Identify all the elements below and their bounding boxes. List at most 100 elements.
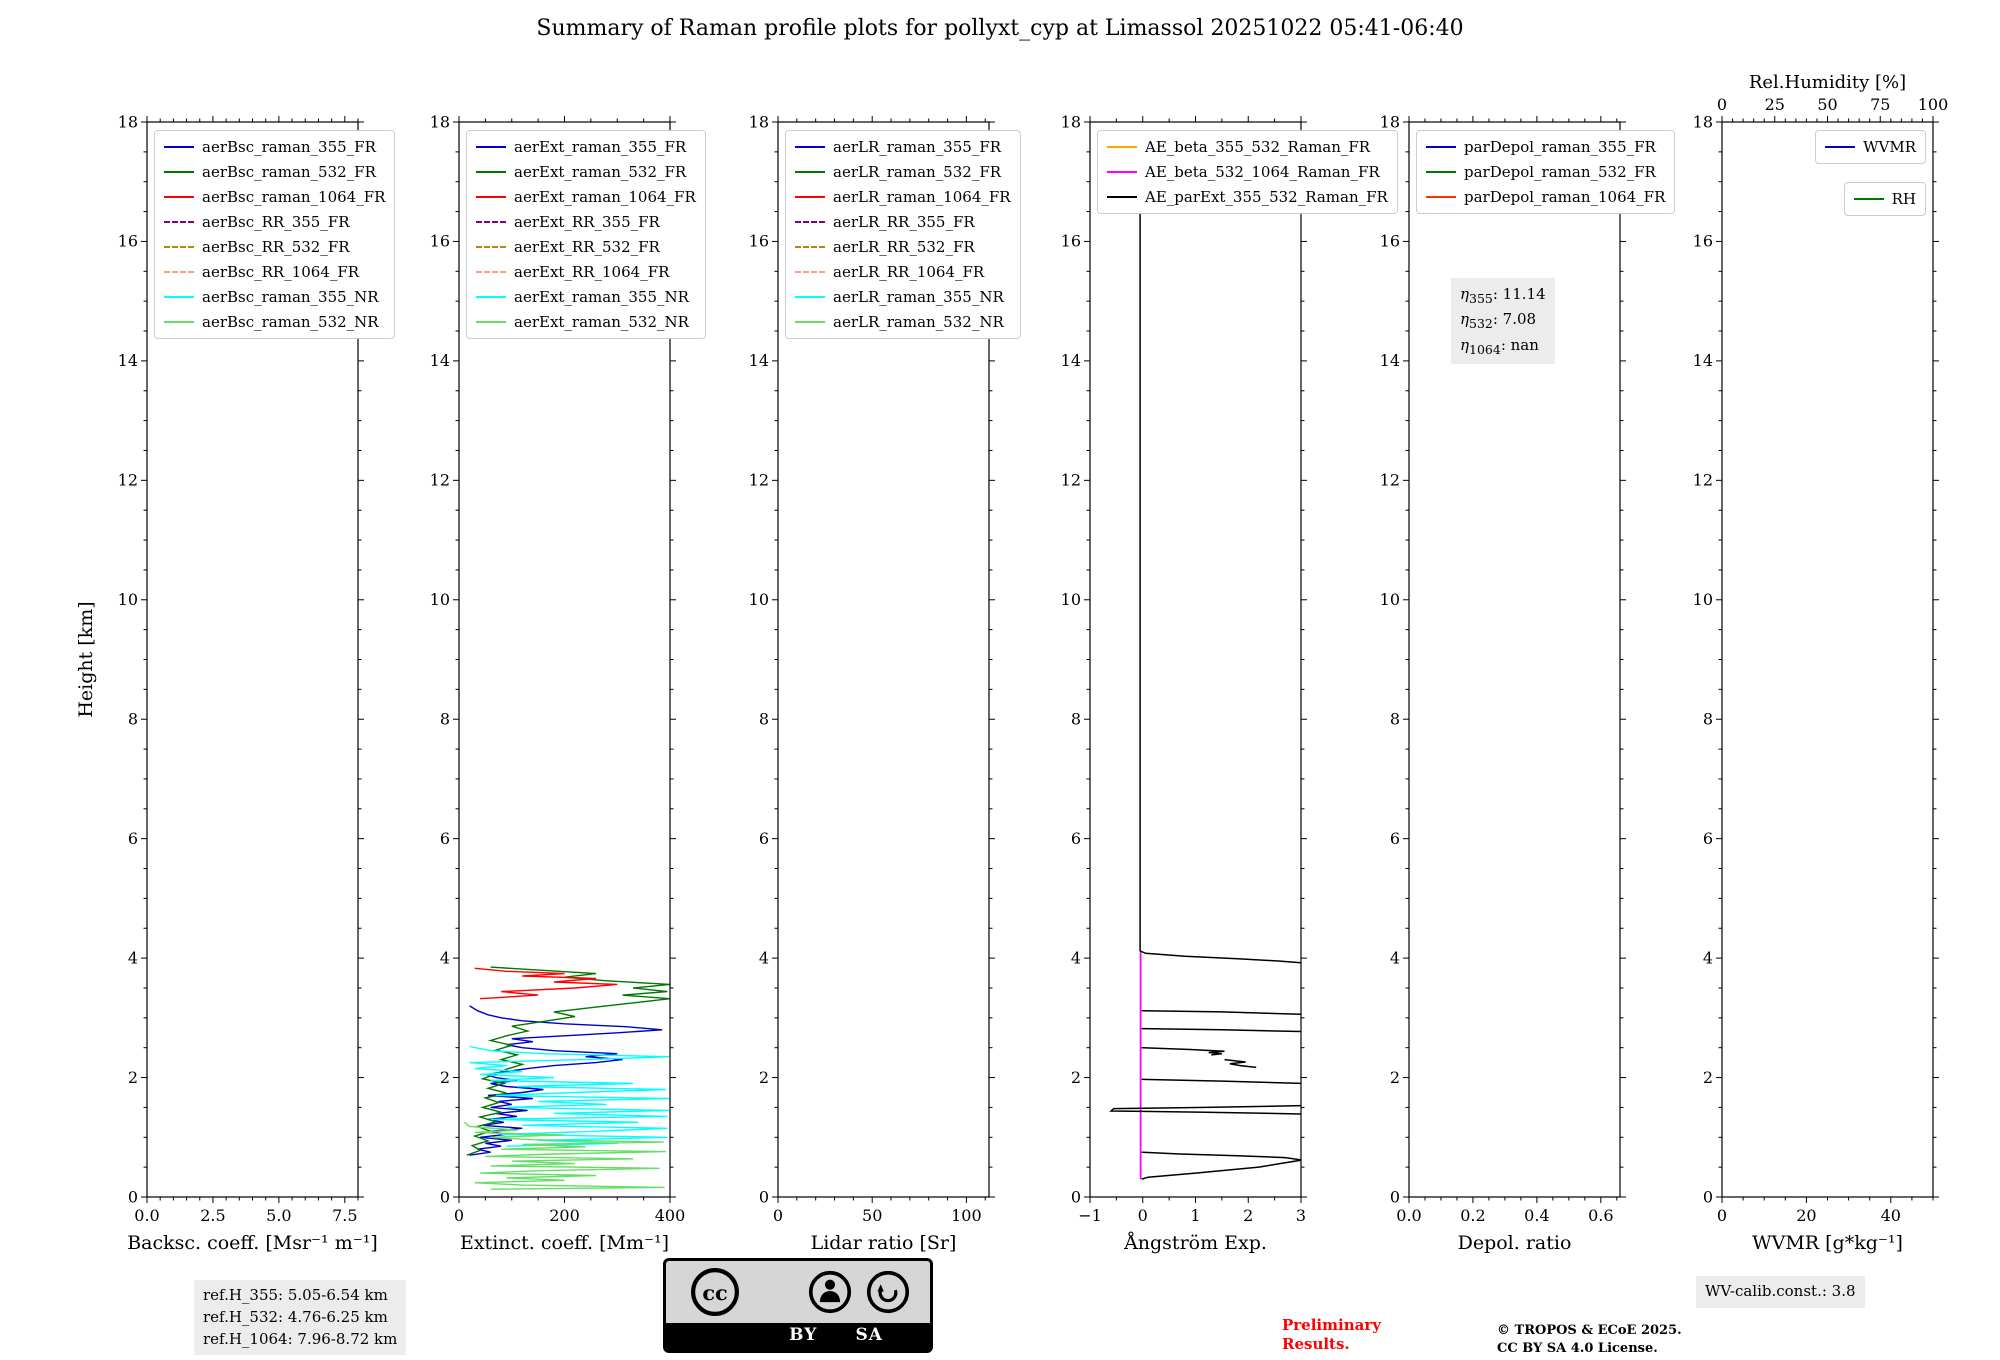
svg-text:2: 2 [1703,1068,1713,1087]
svg-text:0: 0 [759,1187,769,1206]
x-axis-label: WVMR [g*kg⁻¹] [1752,1232,1903,1254]
svg-text:16: 16 [1380,232,1400,251]
series-AE_parExt_355_532_Raman_FR [1141,1078,1301,1085]
eta-line-1064: η1064: nan [1460,335,1539,357]
svg-text:18: 18 [430,112,450,131]
svg-text:0: 0 [1703,1187,1713,1206]
svg-text:8: 8 [1390,710,1400,729]
ref-h-532: ref.H_532: 4.76-6.25 km [203,1307,388,1326]
cc-license-badge: cc BY SA [663,1258,933,1353]
x-axis-label: Extinct. coeff. [Mm⁻¹] [460,1232,669,1254]
svg-text:4: 4 [1703,948,1713,967]
svg-text:16: 16 [1061,232,1081,251]
svg-text:6: 6 [759,829,769,848]
svg-text:2: 2 [1243,1206,1253,1225]
axes-box [1721,121,1934,1198]
svg-text:6: 6 [1390,829,1400,848]
svg-text:14: 14 [1693,351,1713,370]
svg-text:0.6: 0.6 [1588,1206,1613,1225]
copyright-line-1: © TROPOS & ECoE 2025. [1497,1323,1682,1338]
ref-h-355: ref.H_355: 5.05-6.54 km [203,1286,388,1304]
attribution-person-icon [808,1270,852,1314]
svg-text:4: 4 [440,948,450,967]
svg-text:2: 2 [759,1068,769,1087]
svg-text:6: 6 [1703,829,1713,848]
svg-text:cc: cc [702,1280,727,1305]
series-AE_parExt_355_532_Raman_FR [1141,1009,1301,1015]
svg-text:18: 18 [1693,112,1713,131]
eta-line-532: η532: 7.08 [1460,310,1537,332]
svg-text:4: 4 [759,948,769,967]
cc-sa-label: SA [855,1325,883,1345]
svg-text:2: 2 [128,1068,138,1087]
svg-text:18: 18 [1380,112,1400,131]
panel-backscatter: 0 2 4 6 8 10 12 14 16 18 0.0 2.5 5.0 7.5 Backsc. coeff… [118,112,378,1254]
svg-text:0: 0 [773,1206,783,1225]
top-axis-label: Rel.Humidity [%] [1749,72,1906,93]
svg-text:0: 0 [128,1187,138,1206]
svg-text:16: 16 [1693,232,1713,251]
svg-text:14: 14 [118,351,138,370]
svg-text:8: 8 [128,710,138,729]
reference-heights-box: ref.H_355: 5.05-6.54 km ref.H_532: 4.76-… [194,1280,407,1356]
axis-ticks [1716,116,1939,1203]
svg-text:12: 12 [749,471,769,490]
series-aerExt_raman_355_NR [469,1045,669,1147]
svg-text:12: 12 [1693,471,1713,490]
svg-text:20: 20 [1796,1206,1816,1225]
svg-text:10: 10 [118,590,138,609]
svg-text:0: 0 [1717,1206,1727,1225]
svg-text:40: 40 [1881,1206,1901,1225]
panel-lidar-ratio: 0 2 4 6 8 10 12 14 16 18 0 50 100 Lidar ratio [Sr] [749,112,995,1254]
svg-text:12: 12 [1380,471,1400,490]
axis-ticks [1084,116,1307,1203]
svg-text:18: 18 [1061,112,1081,131]
wv-calibration-box: WV-calib.const.: 3.8 [1696,1276,1865,1308]
svg-text:18: 18 [749,112,769,131]
svg-text:0: 0 [1071,1187,1081,1206]
x-axis-label: Depol. ratio [1458,1232,1572,1254]
svg-text:0: 0 [440,1187,450,1206]
cc-right-icons [808,1270,910,1314]
svg-text:12: 12 [1061,471,1081,490]
svg-text:4: 4 [128,948,138,967]
svg-text:16: 16 [430,232,450,251]
svg-text:8: 8 [759,710,769,729]
svg-text:10: 10 [430,590,450,609]
panel-depol-ratio: 0 2 4 6 8 10 12 14 16 18 0.0 0.2 0.4 0.6 Depol. ratio [1380,112,1626,1254]
preliminary-note: Preliminary Results. [1282,1316,1381,1354]
figure-title: Summary of Raman profile plots for polly… [536,16,1464,41]
svg-text:8: 8 [1703,710,1713,729]
series-aerExt_raman_532_NR [463,1121,666,1190]
svg-text:75: 75 [1870,95,1890,114]
cc-strip: BY SA [666,1323,930,1350]
svg-text:16: 16 [749,232,769,251]
svg-text:4: 4 [1071,948,1081,967]
axes-box [146,121,359,1198]
cc-by-label: BY [789,1325,818,1345]
svg-text:0.2: 0.2 [1460,1206,1485,1225]
series-AE_parExt_355_532_Raman_FR [1224,1058,1257,1069]
axis-ticks [141,116,364,1203]
svg-text:8: 8 [1071,710,1081,729]
svg-text:2: 2 [1390,1068,1400,1087]
series-AE_parExt_355_532_Raman_FR [1141,1151,1301,1180]
svg-text:8: 8 [440,710,450,729]
svg-text:0: 0 [1717,95,1727,114]
svg-text:14: 14 [430,351,450,370]
panel-extinction: 0 2 4 6 8 10 12 14 16 18 0 200 400 Extinct. coeff. [M… [430,112,686,1254]
svg-text:14: 14 [749,351,769,370]
series-aerExt_raman_532_FR [466,966,670,1156]
svg-text:16: 16 [118,232,138,251]
svg-text:10: 10 [1061,590,1081,609]
svg-text:400: 400 [655,1206,686,1225]
cc-icon: cc [691,1268,739,1316]
svg-text:1: 1 [1190,1206,1200,1225]
svg-text:3: 3 [1296,1206,1306,1225]
copyright-note: © TROPOS & ECoE 2025. CC BY SA 4.0 Licen… [1497,1322,1682,1358]
svg-text:10: 10 [749,590,769,609]
cc-icons-row: cc [666,1261,930,1323]
